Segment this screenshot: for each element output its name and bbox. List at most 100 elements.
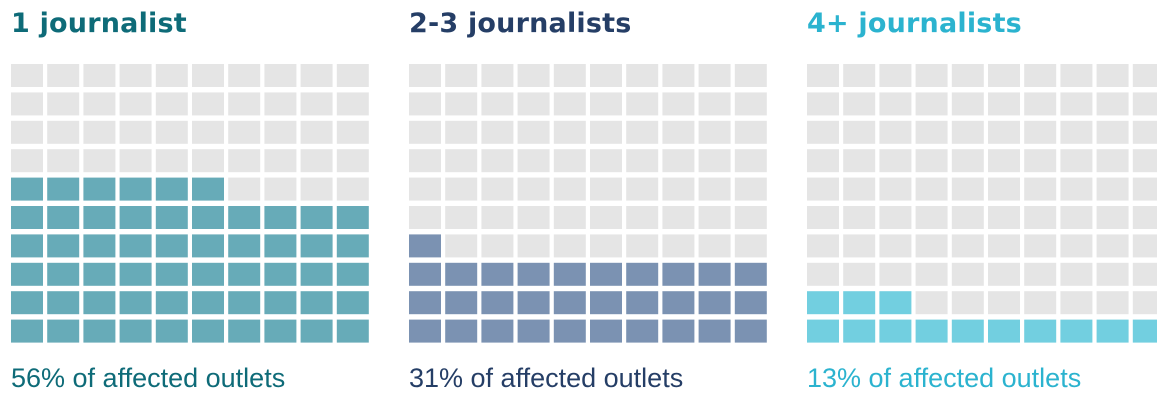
waffle-cell-empty — [409, 92, 441, 116]
waffle-cell-empty — [1060, 291, 1093, 315]
waffle-cell-empty — [988, 149, 1020, 173]
waffle-cell-empty — [879, 262, 912, 286]
waffle-cell-empty — [1024, 149, 1057, 173]
waffle-cell-filled — [300, 262, 333, 286]
waffle-cell-empty — [300, 120, 333, 144]
waffle-cell-empty — [662, 234, 695, 258]
waffle-cell-filled — [336, 291, 369, 315]
waffle-cell-empty — [626, 206, 659, 229]
waffle-cell-empty — [155, 64, 188, 87]
waffle-cell-empty — [590, 120, 622, 144]
waffle-cell-empty — [807, 234, 839, 258]
waffle-cell-filled — [300, 234, 333, 258]
waffle-cell-filled — [481, 262, 514, 286]
waffle-cell-filled — [155, 291, 188, 315]
waffle-cell-empty — [228, 120, 261, 144]
waffle-cell-filled — [155, 177, 188, 201]
waffle-cell-filled — [807, 319, 839, 343]
waffle-cell-filled — [11, 319, 43, 343]
waffle-cell-empty — [47, 92, 80, 116]
waffle-cell-filled — [517, 262, 550, 286]
waffle-cell-empty — [1024, 120, 1057, 144]
waffle-cell-empty — [698, 64, 731, 87]
waffle-cell-empty — [1060, 149, 1093, 173]
waffle-cell-filled — [988, 319, 1020, 343]
panel-1-journalist: 1 journalist 56% of affected outlets — [11, 0, 371, 393]
waffle-cell-empty — [1132, 262, 1157, 286]
waffle-cell-empty — [662, 149, 695, 173]
waffle-cell-empty — [1096, 206, 1129, 229]
waffle-cell-empty — [626, 234, 659, 258]
waffle-cell-filled — [626, 319, 659, 343]
waffle-cell-empty — [915, 262, 948, 286]
waffle-cell-empty — [155, 149, 188, 173]
waffle-cell-empty — [843, 262, 876, 286]
waffle-cell-filled — [228, 291, 261, 315]
waffle-cell-filled — [228, 319, 261, 343]
waffle-cell-filled — [1060, 319, 1093, 343]
waffle-cell-empty — [553, 149, 586, 173]
waffle-cell-empty — [1024, 291, 1057, 315]
waffle-cell-filled — [83, 262, 116, 286]
waffle-cell-empty — [517, 64, 550, 87]
waffle-cell-empty — [517, 92, 550, 116]
waffle-cell-empty — [807, 177, 839, 201]
waffle-cell-empty — [553, 64, 586, 87]
waffle-cell-empty — [988, 92, 1020, 116]
waffle-cell-empty — [1132, 120, 1157, 144]
waffle-cell-empty — [988, 177, 1020, 201]
waffle-cell-filled — [843, 319, 876, 343]
waffle-cell-empty — [155, 92, 188, 116]
waffle-cell-empty — [590, 64, 622, 87]
waffle-cell-empty — [1060, 234, 1093, 258]
waffle-cell-empty — [553, 206, 586, 229]
waffle-cell-empty — [1060, 120, 1093, 144]
waffle-cell-empty — [336, 120, 369, 144]
waffle-cell-empty — [915, 291, 948, 315]
waffle-cell-empty — [11, 64, 43, 87]
waffle-cell-filled — [409, 262, 441, 286]
waffle-cell-empty — [951, 291, 984, 315]
waffle-cell-empty — [879, 177, 912, 201]
waffle-cell-filled — [119, 206, 152, 229]
waffle-cell-empty — [734, 234, 767, 258]
waffle-cell-empty — [662, 120, 695, 144]
waffle-cell-empty — [843, 206, 876, 229]
waffle-cell-empty — [1024, 262, 1057, 286]
waffle-cell-empty — [1132, 291, 1157, 315]
waffle-cell-empty — [445, 234, 478, 258]
waffle-cell-filled — [553, 319, 586, 343]
waffle-cell-filled — [517, 319, 550, 343]
waffle-cell-empty — [1096, 262, 1129, 286]
waffle-cell-filled — [1096, 319, 1129, 343]
waffle-cell-empty — [662, 92, 695, 116]
waffle-cell-filled — [83, 177, 116, 201]
waffle-cell-empty — [517, 177, 550, 201]
waffle-cell-empty — [1024, 206, 1057, 229]
waffle-cell-empty — [1132, 234, 1157, 258]
waffle-cell-empty — [590, 92, 622, 116]
waffle-cell-empty — [83, 64, 116, 87]
waffle-cell-filled — [409, 291, 441, 315]
waffle-cell-empty — [626, 149, 659, 173]
waffle-cell-empty — [336, 64, 369, 87]
waffle-cell-empty — [590, 234, 622, 258]
waffle-cell-filled — [228, 234, 261, 258]
waffle-cell-empty — [409, 120, 441, 144]
waffle-cell-filled — [807, 291, 839, 315]
waffle-cell-filled — [83, 319, 116, 343]
waffle-cell-empty — [1132, 149, 1157, 173]
waffle-cell-empty — [481, 64, 514, 87]
waffle-cell-filled — [11, 291, 43, 315]
waffle-cell-filled — [698, 262, 731, 286]
panel-caption: 31% of affected outlets — [409, 363, 684, 393]
waffle-cell-empty — [807, 149, 839, 173]
waffle-cell-filled — [119, 262, 152, 286]
waffle-cell-filled — [192, 234, 224, 258]
waffle-cell-empty — [988, 234, 1020, 258]
waffle-cell-filled — [445, 319, 478, 343]
waffle-cell-empty — [517, 120, 550, 144]
waffle-cell-empty — [698, 206, 731, 229]
panel-4-plus-journalists: 4+ journalists 13% of affected outlets — [807, 0, 1157, 393]
waffle-cell-empty — [915, 64, 948, 87]
